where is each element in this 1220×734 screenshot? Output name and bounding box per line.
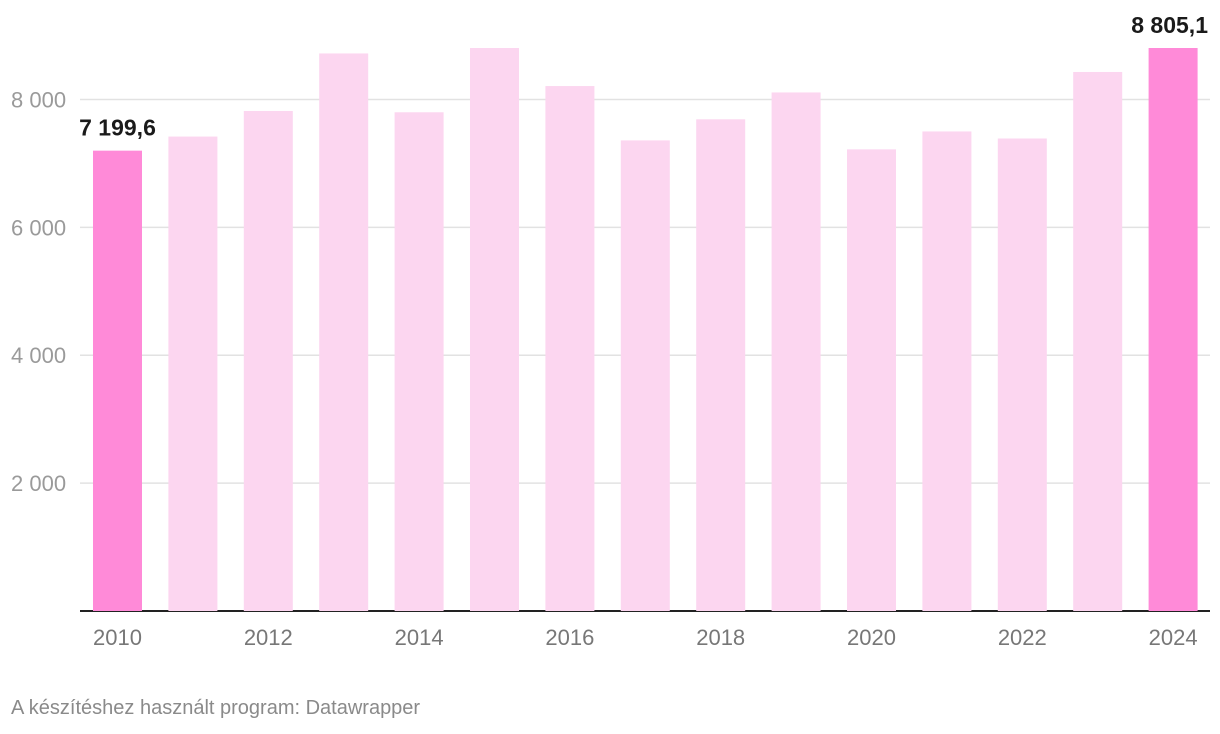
x-tick-label: 2022 [998, 625, 1047, 650]
y-tick-label: 4 000 [11, 343, 66, 368]
bar-2020 [847, 149, 896, 612]
bar-2011 [168, 136, 218, 611]
bar-2022 [997, 138, 1047, 611]
x-tick-label: 2024 [1149, 625, 1198, 650]
bar-2017 [620, 140, 670, 611]
bar-2016 [545, 86, 595, 611]
data-label-2024: 8 805,1 [1131, 12, 1208, 38]
bars-layer [93, 48, 1198, 612]
x-tick-label: 2014 [395, 625, 444, 650]
bar-2023 [1073, 71, 1123, 611]
x-tick-label: 2010 [93, 625, 142, 650]
bar-2014 [394, 112, 444, 612]
bar-2010 [93, 150, 142, 612]
bar-2019 [771, 92, 821, 612]
x-tick-label: 2018 [696, 625, 745, 650]
bar-2018 [696, 119, 746, 611]
y-tick-label: 2 000 [11, 471, 66, 496]
source-credit: A készítéshez használt program: Datawrap… [11, 697, 421, 719]
bar-2021 [922, 131, 972, 612]
x-tick-label: 2020 [847, 625, 896, 650]
bar-chart: 2 000 4 000 6 000 8 000 2010 2012 2014 2016 2018… [11, 12, 1210, 650]
data-label-2010: 7 199,6 [79, 115, 156, 141]
bar-2013 [319, 53, 369, 612]
bar-2012 [243, 110, 293, 611]
y-tick-label: 8 000 [11, 87, 66, 112]
x-tick-label: 2012 [244, 625, 293, 650]
x-tick-label: 2016 [545, 625, 594, 650]
bar-2024 [1148, 48, 1198, 611]
bar-2015 [470, 48, 519, 611]
y-tick-label: 6 000 [11, 215, 66, 240]
labels-layer: 2 000 4 000 6 000 8 000 2010 2012 2014 2016 2018… [11, 12, 1208, 650]
